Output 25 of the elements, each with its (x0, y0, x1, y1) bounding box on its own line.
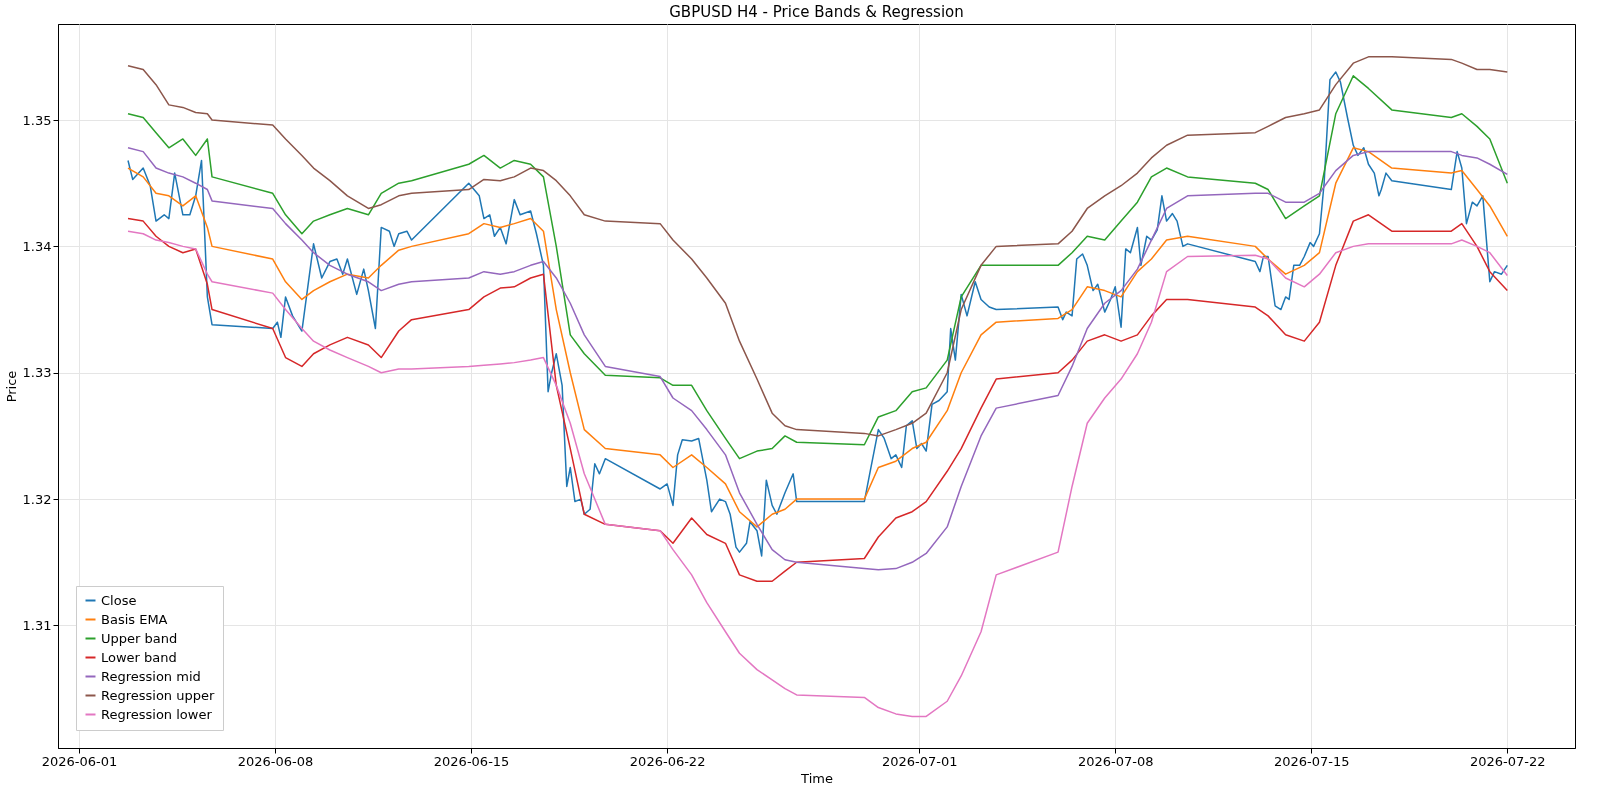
legend-label: Close (101, 592, 137, 608)
x-tick-label: 2026-07-01 (881, 753, 958, 769)
x-tick-label: 2026-07-08 (1077, 753, 1154, 769)
y-tick-label: 1.31 (22, 617, 52, 633)
legend-label: Basis EMA (101, 611, 168, 627)
x-tick-label: 2026-06-01 (41, 753, 118, 769)
x-tick-label: 2026-07-15 (1273, 753, 1350, 769)
y-tick-label: 1.33 (22, 365, 52, 381)
y-axis-title: Price (3, 370, 19, 403)
legend-label: Regression lower (101, 706, 213, 722)
legend-label: Upper band (101, 630, 178, 646)
x-tick-label: 2026-06-22 (629, 753, 706, 769)
y-tick-label: 1.34 (22, 238, 52, 254)
line-series (127, 71, 1509, 557)
legend-label: Regression mid (101, 668, 201, 684)
x-tick-label: 2026-06-15 (433, 753, 510, 769)
x-tick-label: 2026-06-08 (237, 753, 314, 769)
x-axis-title: Time (800, 770, 833, 786)
chart-title: GBPUSD H4 - Price Bands & Regression (669, 3, 964, 21)
y-tick-label: 1.35 (22, 112, 52, 128)
y-tick-label: 1.32 (22, 491, 52, 507)
legend-label: Regression upper (101, 687, 215, 703)
legend-label: Lower band (101, 649, 177, 665)
line-series (127, 214, 1509, 582)
x-tick-label: 2026-07-22 (1470, 753, 1546, 769)
